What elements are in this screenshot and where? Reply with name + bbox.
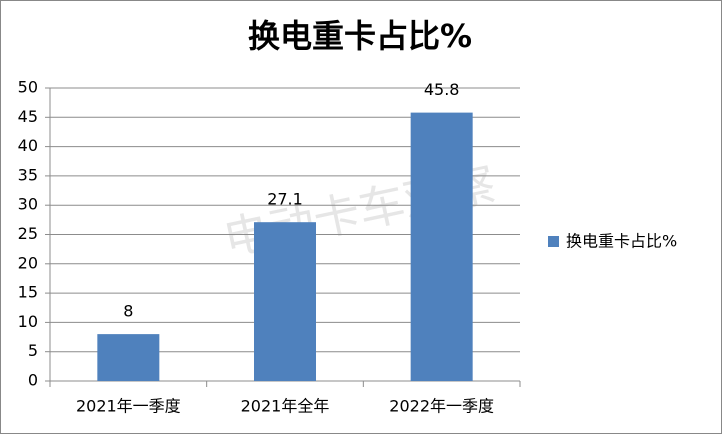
- x-tick-label: 2021年一季度: [76, 397, 181, 416]
- legend-label: 换电重卡占比%: [566, 232, 677, 251]
- bar: [410, 112, 473, 381]
- y-tick-label: 15: [18, 283, 38, 302]
- y-tick-label: 20: [18, 253, 38, 272]
- y-tick-label: 40: [18, 136, 38, 155]
- y-tick-label: 0: [28, 371, 38, 390]
- y-tick-label: 45: [18, 107, 38, 126]
- y-tick-label: 10: [18, 312, 38, 331]
- x-tick-label: 2021年全年: [241, 397, 330, 416]
- bar: [254, 222, 316, 381]
- y-tick-label: 5: [28, 341, 38, 360]
- y-tick-label: 35: [18, 165, 38, 184]
- x-tick-label: 2022年一季度: [389, 397, 494, 416]
- y-tick-label: 30: [18, 195, 38, 214]
- y-tick-label: 50: [18, 78, 38, 97]
- data-label: 45.8: [424, 80, 460, 99]
- chart-title: 换电重卡占比%: [248, 17, 472, 55]
- legend-swatch: [548, 236, 559, 247]
- data-label: 8: [123, 302, 133, 321]
- data-label: 27.1: [267, 190, 303, 209]
- y-tick-label: 25: [18, 224, 38, 243]
- bar: [97, 334, 160, 381]
